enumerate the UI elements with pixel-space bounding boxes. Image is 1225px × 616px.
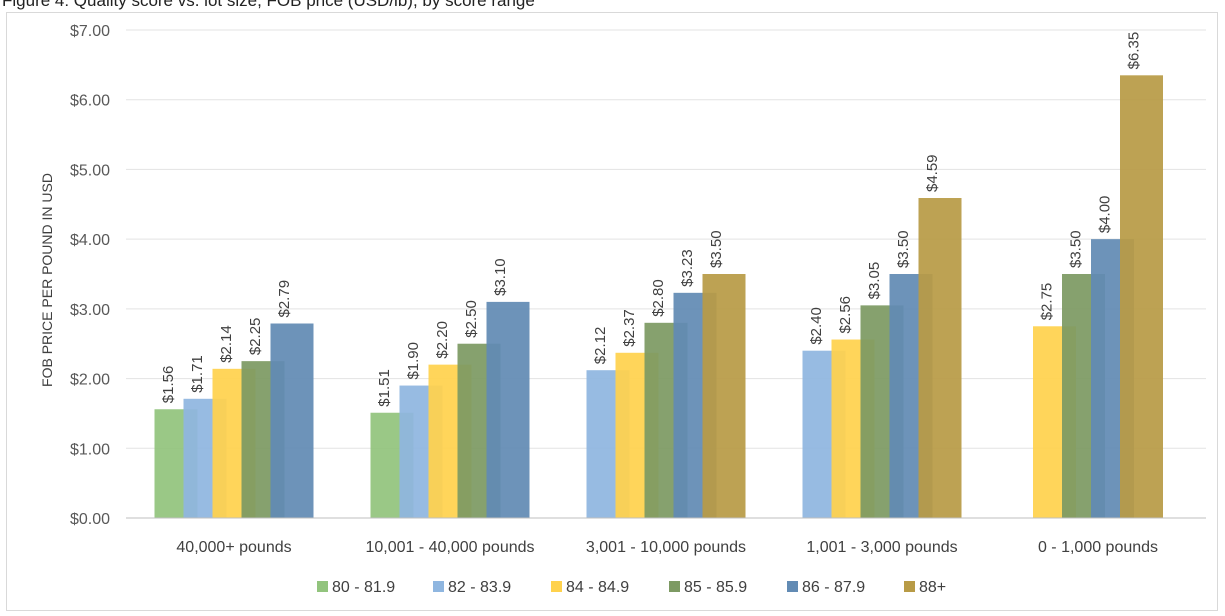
legend-swatch: [904, 581, 915, 592]
data-label: $2.25: [247, 318, 264, 356]
chart-page-title: Figure 4: Quality score vs. lot size, FO…: [2, 0, 535, 10]
x-category-label: 40,000+ pounds: [176, 539, 291, 556]
bar: [702, 274, 746, 518]
data-label: $3.23: [679, 249, 696, 287]
data-label: $1.51: [376, 369, 393, 407]
legend-swatch: [669, 581, 680, 592]
data-label: $2.75: [1039, 283, 1056, 321]
chart-frame: [6, 12, 1218, 611]
y-tick-label: $5.00: [70, 162, 110, 179]
data-label: $6.35: [1126, 32, 1143, 70]
data-label: $3.50: [708, 230, 725, 268]
data-label: $3.50: [895, 230, 912, 268]
data-label: $1.56: [160, 366, 177, 404]
y-tick-label: $3.00: [70, 302, 110, 319]
data-label: $2.20: [434, 321, 451, 359]
y-tick-label: $2.00: [70, 372, 110, 389]
data-label: $2.50: [463, 300, 480, 338]
legend-label: 88+: [919, 579, 946, 596]
data-label: $2.56: [837, 296, 854, 334]
data-label: $4.00: [1097, 196, 1114, 234]
data-label: $2.14: [218, 325, 235, 363]
bar: [270, 323, 314, 518]
bar: [918, 198, 962, 519]
data-label: $3.50: [1068, 230, 1085, 268]
data-label: $3.05: [866, 262, 883, 300]
x-category-label: 0 - 1,000 pounds: [1038, 539, 1158, 556]
legend-label: 84 - 84.9: [566, 579, 629, 596]
legend-swatch: [551, 581, 562, 592]
y-tick-label: $6.00: [70, 93, 110, 110]
data-label: $2.80: [650, 279, 667, 317]
legend-swatch: [787, 581, 798, 592]
y-tick-label: $0.00: [70, 511, 110, 528]
bar: [1120, 75, 1163, 519]
y-tick-label: $1.00: [70, 441, 110, 458]
legend-label: 80 - 81.9: [332, 579, 395, 596]
data-label: $1.71: [189, 355, 206, 393]
data-label: $3.10: [492, 258, 509, 296]
legend-label: 86 - 87.9: [802, 579, 865, 596]
data-label: $2.12: [592, 327, 609, 365]
data-label: $1.90: [405, 342, 422, 380]
y-tick-label: $4.00: [70, 232, 110, 249]
x-category-label: 10,001 - 40,000 pounds: [365, 539, 534, 556]
data-label: $2.37: [621, 309, 638, 347]
data-label: $2.40: [808, 307, 825, 345]
legend-label: 82 - 83.9: [448, 579, 511, 596]
legend-label: 85 - 85.9: [684, 579, 747, 596]
data-label: $2.79: [276, 280, 293, 318]
legend-swatch: [317, 581, 328, 592]
y-axis-title: FOB PRICE PER POUND IN USD: [39, 173, 55, 387]
legend-swatch: [433, 581, 444, 592]
x-category-label: 3,001 - 10,000 pounds: [586, 539, 746, 556]
y-tick-label: $7.00: [70, 23, 110, 40]
x-category-label: 1,001 - 3,000 pounds: [806, 539, 957, 556]
data-label: $4.59: [924, 154, 941, 192]
bar: [486, 301, 530, 518]
